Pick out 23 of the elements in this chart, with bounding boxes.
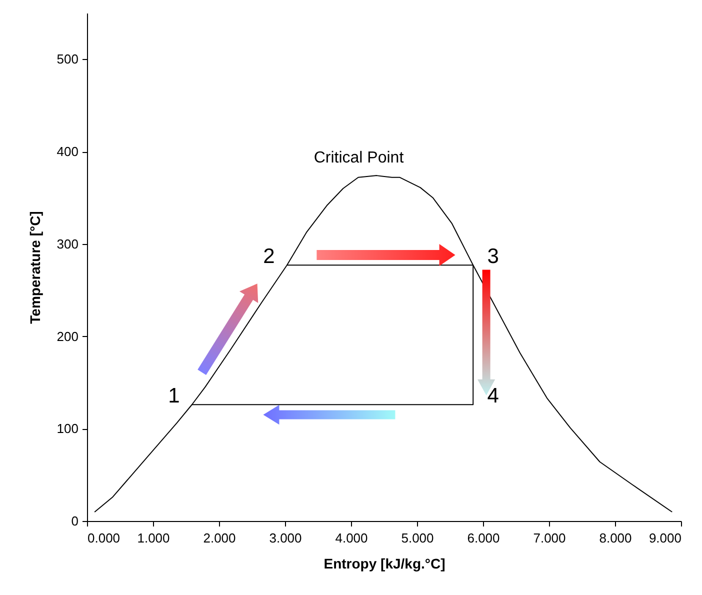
x-tick-label: 7.000 <box>533 530 566 546</box>
y-tick-label: 200 <box>56 328 78 344</box>
annotation: 2 <box>263 245 275 268</box>
annotation: Critical Point <box>314 150 404 167</box>
x-tick-label: 9.000 <box>648 530 682 546</box>
x-tick-label: 3.000 <box>269 530 302 546</box>
y-tick-label: 400 <box>56 144 78 160</box>
x-tick-label: 5.000 <box>401 530 434 546</box>
annotation: 3 <box>487 245 499 268</box>
annotation: 1 <box>168 384 180 408</box>
x-tick-label: 1.000 <box>137 530 170 546</box>
x-tick-label: 6.000 <box>467 530 500 546</box>
x-tick-label: 8.000 <box>599 530 632 546</box>
y-tick-label: 500 <box>56 52 78 67</box>
annotation: 4 <box>487 384 500 408</box>
y-tick-label: 300 <box>56 236 78 252</box>
y-tick-label: 100 <box>56 421 78 436</box>
x-tick-label: 0.000 <box>88 530 120 546</box>
x-tick-label: 2.000 <box>203 530 236 546</box>
y-tick-label: 0 <box>71 514 78 528</box>
x-axis-title: Entropy [kJ/kg.°C] <box>324 556 446 572</box>
y-axis-title: Temperature [°C] <box>26 211 43 324</box>
x-tick-label: 4.000 <box>335 530 368 546</box>
